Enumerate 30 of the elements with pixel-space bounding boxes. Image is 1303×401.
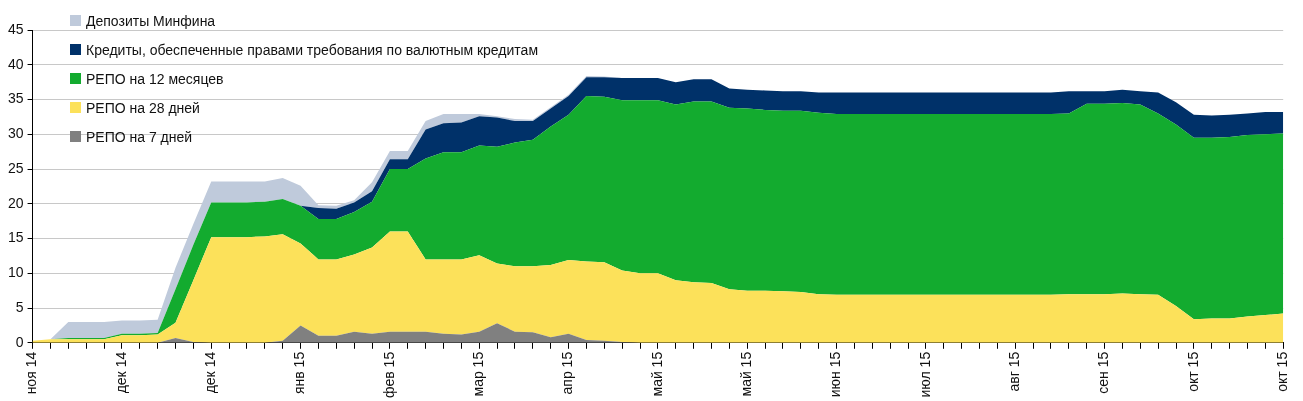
y-tick-label: 15 <box>7 229 24 246</box>
x-tick-label: апр 15 <box>559 351 576 395</box>
legend-label: Депозиты Минфина <box>86 12 216 29</box>
x-tick-label: дек 14 <box>202 351 219 394</box>
x-tick-label: дек 14 <box>112 351 129 394</box>
x-tick-label: окт 15 <box>1274 351 1291 392</box>
y-tick-label: 30 <box>7 125 24 142</box>
x-tick-label: янв 15 <box>291 351 308 395</box>
y-tick-label: 5 <box>15 298 24 315</box>
x-tick-label: мар 15 <box>470 351 487 397</box>
x-tick-label: фев 15 <box>380 351 397 399</box>
x-tick-label: май 15 <box>738 351 755 397</box>
x-tick-label: май 15 <box>648 351 665 397</box>
y-tick-label: 40 <box>7 55 24 72</box>
x-tick-label: сен 15 <box>1095 351 1112 394</box>
y-tick-label: 20 <box>7 194 24 211</box>
legend-label: РЕПО на 7 дней <box>86 128 193 145</box>
y-tick-label: 10 <box>7 264 24 281</box>
x-tick-label: июн 15 <box>827 351 844 398</box>
x-tick-label: окт 15 <box>1184 351 1201 392</box>
x-tick-label: авг 15 <box>1006 351 1023 392</box>
y-tick-label: 25 <box>7 159 24 176</box>
y-tick-label: 0 <box>15 333 24 350</box>
y-tick-label: 35 <box>7 90 24 107</box>
y-tick-label: 45 <box>7 20 24 37</box>
legend-label: Кредиты, обеспеченные правами требования по валютным кредитам <box>86 41 539 58</box>
legend-label: РЕПО на 28 дней <box>86 99 200 116</box>
legend-label: РЕПО на 12 месяцев <box>86 70 224 87</box>
x-tick-label: ноя 14 <box>23 351 40 395</box>
x-tick-label: июл 15 <box>916 351 933 398</box>
